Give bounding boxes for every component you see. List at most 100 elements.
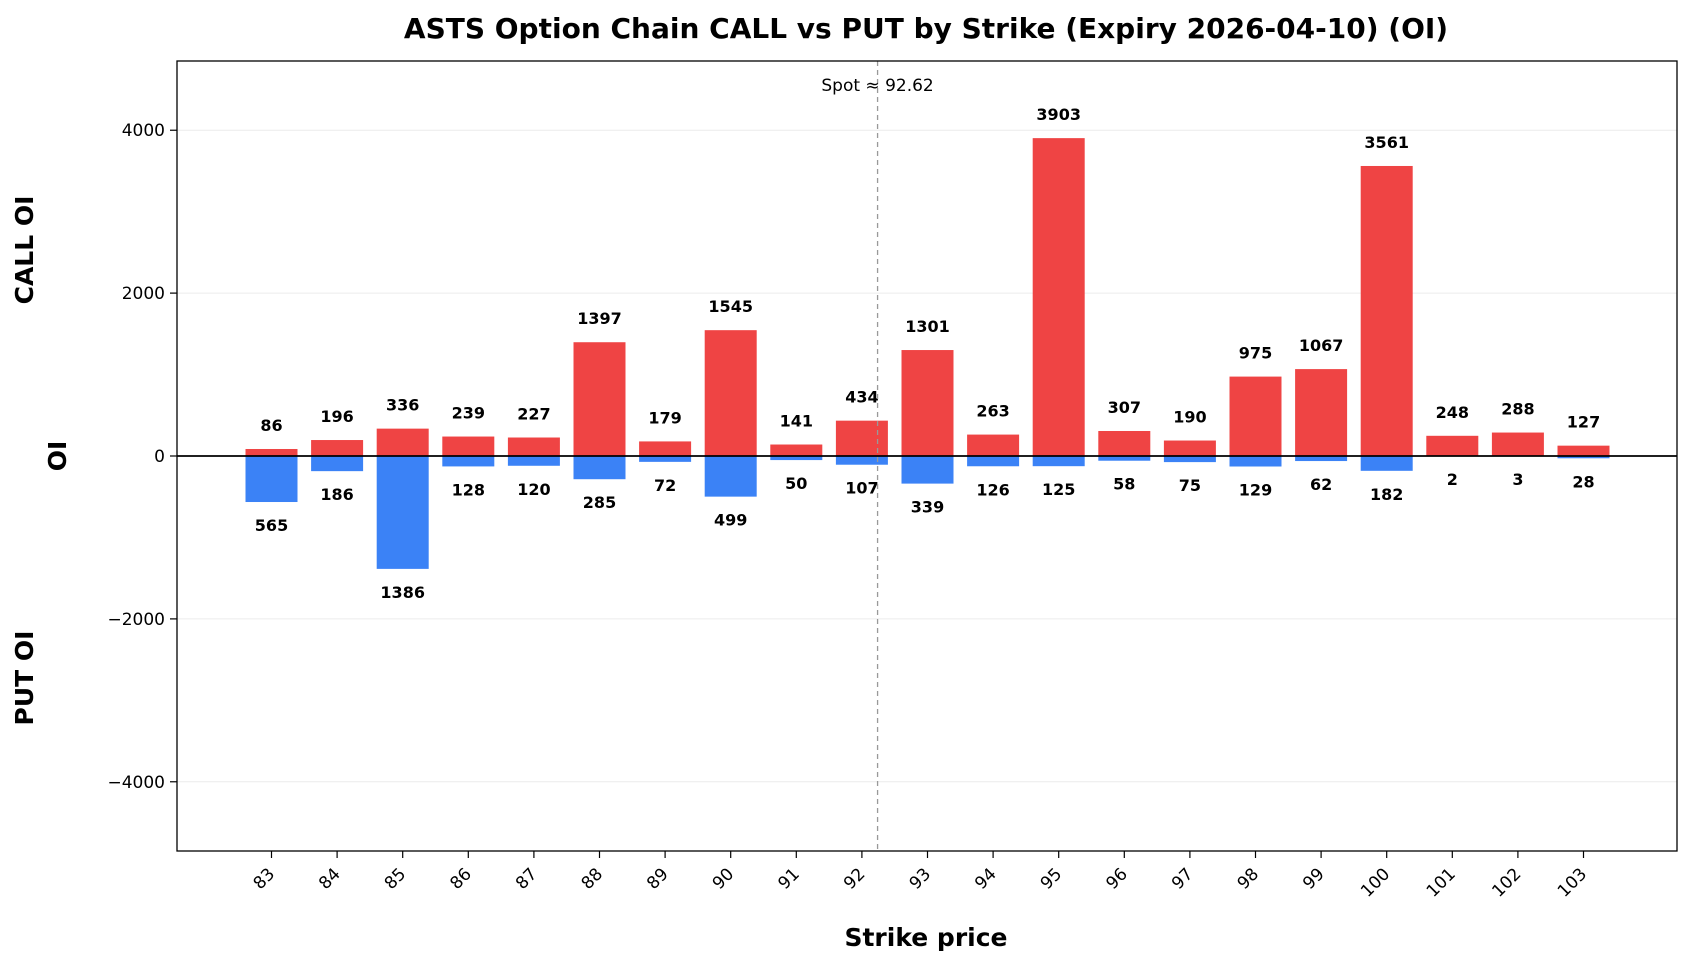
- y-tick-label: 2000: [122, 284, 165, 304]
- call-bar: [1163, 440, 1216, 456]
- call-value-label: 1067: [1299, 336, 1344, 355]
- y-axis-label: OI: [43, 441, 72, 472]
- put-value-label: 499: [714, 511, 747, 530]
- call-value-label: 1301: [905, 317, 950, 336]
- call-value-label: 179: [648, 408, 681, 427]
- put-value-label: 565: [255, 516, 288, 535]
- call-value-label: 248: [1436, 403, 1469, 422]
- x-tick-label: 85: [381, 864, 410, 893]
- put-bar: [1229, 456, 1282, 467]
- x-tick-label: 90: [709, 864, 738, 893]
- call-value-label: 196: [320, 407, 353, 426]
- call-bar: [1360, 165, 1413, 456]
- call-bar: [507, 437, 560, 456]
- put-value-label: 62: [1310, 475, 1332, 494]
- call-value-label: 307: [1108, 398, 1141, 417]
- x-tick-label: 99: [1299, 864, 1328, 893]
- call-value-label: 141: [780, 412, 813, 431]
- call-bar: [1295, 369, 1348, 456]
- spot-label: Spot ≈ 92.62: [821, 76, 933, 96]
- x-tick-label: 87: [512, 864, 541, 893]
- chart-title: ASTS Option Chain CALL vs PUT by Strike …: [404, 12, 1448, 45]
- put-value-label: 1386: [380, 583, 425, 602]
- x-tick-label: 84: [315, 864, 344, 893]
- y-axis-label-put: PUT OI: [10, 631, 39, 726]
- call-value-label: 3561: [1364, 133, 1409, 152]
- put-value-label: 58: [1113, 475, 1135, 494]
- x-tick-label: 95: [1037, 864, 1066, 893]
- x-tick-label: 92: [840, 864, 869, 893]
- put-bar: [1295, 456, 1348, 462]
- put-value-label: 339: [911, 498, 944, 517]
- call-bar: [442, 436, 495, 456]
- x-tick-label: 83: [250, 864, 279, 893]
- put-bar: [1098, 456, 1151, 461]
- put-bar: [1163, 456, 1216, 463]
- call-value-label: 434: [845, 388, 878, 407]
- put-value-label: 72: [654, 476, 676, 495]
- call-value-label: 239: [452, 404, 485, 423]
- x-tick-label: 96: [1102, 864, 1131, 893]
- call-value-label: 288: [1501, 400, 1534, 419]
- put-bar: [901, 456, 954, 484]
- call-value-label: 86: [260, 416, 282, 435]
- call-value-label: 190: [1173, 408, 1206, 427]
- put-value-label: 28: [1572, 472, 1594, 491]
- x-tick-label: 101: [1423, 864, 1460, 901]
- call-bar: [311, 440, 364, 456]
- put-bar: [573, 456, 626, 480]
- call-bar: [245, 448, 298, 456]
- put-bar: [311, 456, 364, 472]
- y-axis-label-call: CALL OI: [10, 196, 39, 305]
- put-value-label: 120: [517, 480, 550, 499]
- call-bar: [1491, 432, 1544, 456]
- put-value-label: 126: [976, 480, 1009, 499]
- x-tick-label: 91: [774, 864, 803, 893]
- put-value-label: 128: [452, 480, 485, 499]
- x-tick-label: 98: [1234, 864, 1263, 893]
- call-value-label: 3903: [1036, 105, 1081, 124]
- call-bar: [704, 330, 757, 456]
- put-value-label: 75: [1179, 476, 1201, 495]
- call-value-label: 127: [1567, 413, 1600, 432]
- x-tick-label: 97: [1168, 864, 1197, 893]
- y-tick-label: −4000: [107, 773, 165, 793]
- put-value-label: 50: [785, 474, 807, 493]
- put-bar: [835, 456, 888, 465]
- call-value-label: 227: [517, 405, 550, 424]
- put-bar: [245, 456, 298, 503]
- call-bar: [1557, 445, 1610, 456]
- call-bar: [1426, 435, 1479, 456]
- put-value-label: 107: [845, 479, 878, 498]
- call-bar: [770, 444, 823, 456]
- bars: 86 565 196 186 336 1386 239 128 227 120 1397 285 179…: [245, 105, 1610, 602]
- put-value-label: 3: [1512, 470, 1523, 489]
- put-bar: [1557, 456, 1610, 459]
- y-tick-label: 0: [154, 447, 165, 467]
- call-bar: [573, 342, 626, 456]
- call-value-label: 263: [976, 402, 1009, 421]
- put-bar: [442, 456, 495, 467]
- call-bar: [1229, 376, 1282, 456]
- put-bar: [1032, 456, 1085, 467]
- put-value-label: 285: [583, 493, 616, 512]
- y-tick-label: 4000: [122, 121, 165, 141]
- put-bar: [704, 456, 757, 497]
- call-value-label: 1545: [708, 297, 753, 316]
- put-value-label: 182: [1370, 485, 1403, 504]
- call-value-label: 1397: [577, 309, 622, 328]
- x-tick-label: 86: [446, 864, 475, 893]
- call-bar: [835, 420, 888, 456]
- call-bar: [1098, 430, 1151, 456]
- x-tick-label: 93: [906, 864, 935, 893]
- x-tick-label: 88: [578, 864, 607, 893]
- put-value-label: 129: [1239, 481, 1272, 500]
- call-bar: [1032, 138, 1085, 456]
- y-axis-ticks: −4000 −2000 0 2000 4000: [107, 121, 177, 793]
- put-bar: [770, 456, 823, 461]
- x-tick-label: 94: [971, 864, 1000, 893]
- call-bar: [901, 350, 954, 456]
- y-tick-label: −2000: [107, 610, 165, 630]
- x-axis-label: Strike price: [844, 923, 1007, 952]
- x-tick-label: 102: [1488, 864, 1525, 901]
